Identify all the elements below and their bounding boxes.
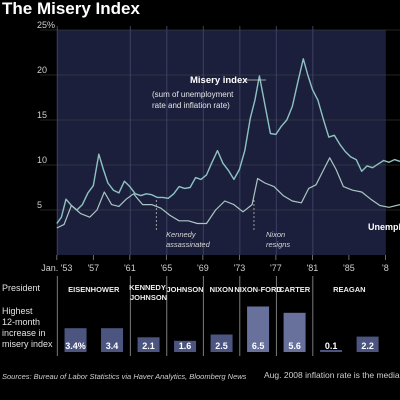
x-tick-label: Jan. '53 xyxy=(41,263,72,273)
y-tick-label: 25% xyxy=(37,20,55,30)
y-tick-label: 20 xyxy=(37,65,47,75)
x-tick-label: '8 xyxy=(382,263,389,273)
x-tick-label: '73 xyxy=(233,263,245,273)
misery-index-desc-1: (sum of unemployment xyxy=(152,90,234,99)
term-band-3 xyxy=(203,30,240,255)
president-name-cont: JOHNSON xyxy=(130,293,167,302)
president-name: NIXON xyxy=(210,285,234,294)
chart-lines xyxy=(56,58,400,229)
increase-bar-value: 0.1 xyxy=(325,341,338,351)
term-band-4 xyxy=(239,30,277,255)
term-band-5 xyxy=(276,30,313,255)
increase-bar xyxy=(101,328,124,352)
increase-bar xyxy=(356,336,379,352)
president-row-label: President xyxy=(2,283,41,293)
y-tick-label: 10 xyxy=(37,155,47,165)
x-tick-label: '69 xyxy=(197,263,209,273)
x-tick-label: '77 xyxy=(270,263,282,273)
chart-axes: 5 10 15 20 25% Jan. '53 '57 '61 '65 '69 '73 '77 '81 '… xyxy=(37,20,400,273)
increase-bar-value: 6.5 xyxy=(252,341,265,351)
y-tick-label: 15 xyxy=(37,110,47,120)
increase-row-label-4: misery index xyxy=(2,339,53,349)
term-band-1 xyxy=(130,30,167,255)
inflation-note: Aug. 2008 inflation rate is the median xyxy=(264,370,400,380)
president-name: REAGAN xyxy=(333,285,366,294)
increase-bar xyxy=(320,350,343,352)
unemployment-label: Unemployment xyxy=(368,222,400,232)
increase-bar xyxy=(137,337,160,352)
chart-annotations: Misery index (sum of unemployment rate a… xyxy=(152,75,400,249)
president-name: NIXON-FORD xyxy=(234,285,282,294)
sources-note: Sources: Bureau of Labor Statistics via … xyxy=(2,372,247,381)
president-name: CARTER xyxy=(279,285,311,294)
president-name: JOHNSON xyxy=(167,285,204,294)
increase-bar xyxy=(283,312,306,352)
term-band-6 xyxy=(312,30,386,255)
y-tick-label: 5 xyxy=(37,200,42,210)
presidential-term-bands xyxy=(56,26,386,255)
x-tick-label: '85 xyxy=(343,263,355,273)
kennedy-annotation-1: Kennedy xyxy=(166,230,197,239)
misery-index-desc-2: rate and inflation rate) xyxy=(152,101,230,110)
x-tick-label: '81 xyxy=(307,263,319,273)
x-tick-label: '57 xyxy=(87,263,99,273)
increase-bar-value: 3.4 xyxy=(106,341,119,351)
president-name: EISENHOWER xyxy=(68,285,120,294)
increase-bars: 3.4% 3.4 2.1 1.6 2.5 6.5 5.6 0.1 2.2 xyxy=(64,306,379,352)
increase-bar-value: 3.4% xyxy=(65,341,86,351)
increase-bar-value: 1.6 xyxy=(179,341,192,351)
increase-bar xyxy=(174,340,197,352)
x-tick-label: '61 xyxy=(124,263,136,273)
increase-bar-value: 2.2 xyxy=(361,341,374,351)
misery-index-label: Misery index xyxy=(190,75,248,86)
president-name: KENNEDY- xyxy=(129,283,168,292)
increase-bar-value: 5.6 xyxy=(288,341,301,351)
event-markers xyxy=(155,200,255,232)
increase-bar-value: 2.5 xyxy=(215,341,228,351)
nixon-annotation-1: Nixon xyxy=(266,230,285,239)
increase-bar xyxy=(247,306,270,352)
kennedy-annotation-2: assassinated xyxy=(166,240,211,249)
unemployment-line xyxy=(56,157,400,229)
increase-bar-value: 2.1 xyxy=(142,341,155,351)
increase-row-label-1: Highest xyxy=(2,306,33,316)
term-band-0 xyxy=(57,30,131,255)
page-title: The Misery Index xyxy=(2,0,140,18)
nixon-annotation-2: resigns xyxy=(266,240,290,249)
increase-row-label-3: increase in xyxy=(2,328,46,338)
increase-bar xyxy=(210,334,233,352)
increase-row-label-2: 12-month xyxy=(2,317,41,327)
misery-index-line xyxy=(56,58,400,224)
x-tick-label: '65 xyxy=(160,263,172,273)
increase-bar xyxy=(64,328,87,352)
